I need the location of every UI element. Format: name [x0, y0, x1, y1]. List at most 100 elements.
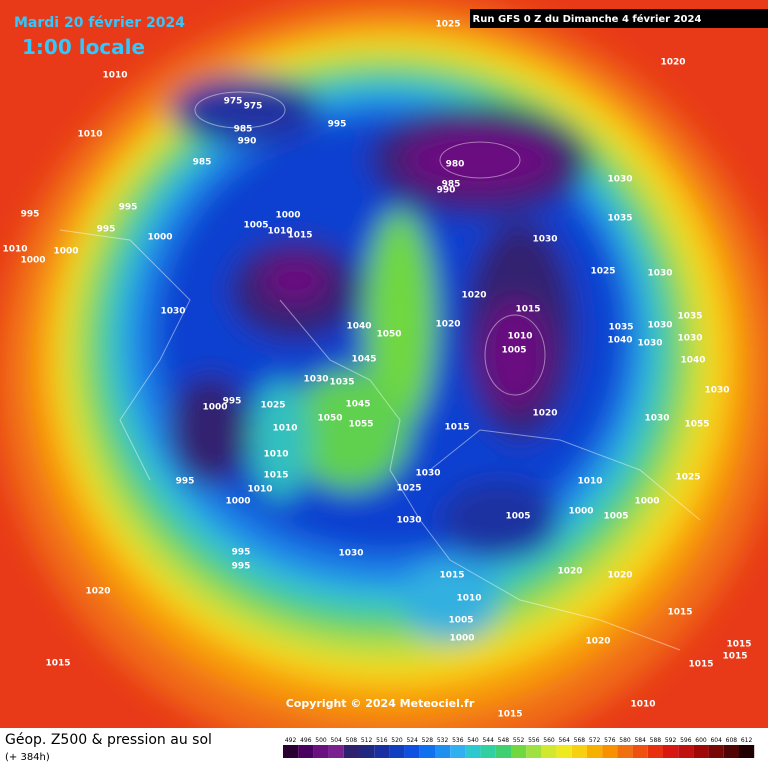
isobar-label: 1005 — [603, 512, 628, 522]
isobar-label: 1010 — [630, 700, 655, 710]
colorbar-label: 512 — [361, 737, 373, 744]
isobar-label: 1000 — [449, 634, 474, 644]
colorbar-swatch — [359, 745, 375, 758]
colorbar-swatch — [663, 745, 679, 758]
isobar-label: 1035 — [329, 378, 354, 388]
colorbar-swatch — [708, 745, 724, 758]
isobar-label: 1030 — [160, 307, 185, 317]
isobar-label: 1020 — [607, 571, 632, 581]
isobar-label: 1030 — [338, 549, 363, 559]
isobar-label: 1020 — [557, 567, 582, 577]
run-box — [470, 9, 768, 28]
copyright: Copyright © 2024 Meteociel.fr — [286, 697, 475, 710]
isobar-label: 1015 — [667, 608, 692, 618]
colorbar-label: 600 — [695, 737, 707, 744]
isobar-label: 1020 — [85, 587, 110, 597]
isobar-label: 1035 — [608, 323, 633, 333]
colorbar-swatch — [419, 745, 435, 758]
colorbar-swatch — [587, 745, 603, 758]
isobar-label: 1025 — [675, 473, 700, 483]
colorbar-label: 568 — [574, 737, 586, 744]
isobar-label: 995 — [328, 120, 347, 130]
coastlines — [59, 91, 701, 651]
colorbar-swatch — [556, 745, 572, 758]
isobar-label: 1025 — [396, 484, 421, 494]
isobar-label: 995 — [223, 397, 242, 407]
colorbar-swatch — [328, 745, 344, 758]
colorbar-label: 564 — [558, 737, 570, 744]
colorbar-swatch — [404, 745, 420, 758]
isobar-label: 995 — [232, 562, 251, 572]
colorbar-swatch — [571, 745, 587, 758]
colorbar-label: 524 — [406, 737, 418, 744]
isobar-label: 995 — [232, 548, 251, 558]
colorbar-label: 532 — [437, 737, 449, 744]
isobar-label: 1050 — [376, 330, 401, 340]
isobar-label: 1030 — [677, 334, 702, 344]
isobar-label: 1010 — [577, 477, 602, 487]
isobar-label: 1055 — [348, 420, 373, 430]
isobar-label: 1005 — [501, 346, 526, 356]
isobar-label: 1040 — [680, 356, 705, 366]
isobar-label: 1030 — [396, 516, 421, 526]
colorbar-label: 492 — [285, 737, 297, 744]
colorbar: 492 496 500 504 508 512 516 520 524 528 532 536 540 5… — [283, 737, 755, 758]
colorbar-label: 552 — [513, 737, 525, 744]
isobar-label: 1020 — [660, 58, 685, 68]
colorbar-label: 556 — [528, 737, 540, 744]
colorbar-label: 580 — [619, 737, 631, 744]
isobar-label: 1000 — [147, 233, 172, 243]
colorbar-label: 612 — [741, 737, 753, 744]
isobar-label: 975 — [244, 102, 263, 112]
isobar-label: 1005 — [243, 221, 268, 231]
isobar-label: 985 — [193, 158, 212, 168]
isobar-label: 975 — [224, 97, 243, 107]
isobar-label: 1015 — [439, 571, 464, 581]
colorbar-label: 608 — [726, 737, 738, 744]
isobar-label: 1045 — [345, 400, 370, 410]
colorbar-swatch — [298, 745, 314, 758]
colorbar-label: 548 — [498, 737, 510, 744]
colorbar-swatch — [511, 745, 527, 758]
isobar-label: 1030 — [607, 175, 632, 185]
colorbar-swatch — [602, 745, 618, 758]
colorbar-label: 536 — [452, 737, 464, 744]
isobar-label: 995 — [176, 477, 195, 487]
isobar-label: 980 — [446, 160, 465, 170]
colorbar-label: 496 — [300, 737, 312, 744]
colorbar-label: 528 — [422, 737, 434, 744]
colorbar-swatch — [313, 745, 329, 758]
colorbar-label: 572 — [589, 737, 601, 744]
isobar-label: 1030 — [647, 321, 672, 331]
isobar-label: 1000 — [20, 256, 45, 266]
colorbar-swatch — [678, 745, 694, 758]
isobar-label: 1030 — [647, 269, 672, 279]
isobar-label: 1000 — [53, 247, 78, 257]
isobar-label: 1020 — [532, 409, 557, 419]
colorbar-swatch — [526, 745, 542, 758]
colorbar-swatch — [480, 745, 496, 758]
colorbar-label: 584 — [634, 737, 646, 744]
isobar-label: 1010 — [507, 332, 532, 342]
colorbar-label: 544 — [482, 737, 494, 744]
footer-lead: (+ 384h) — [5, 752, 50, 763]
isobar-label: 1030 — [704, 386, 729, 396]
isobar-label: 1010 — [267, 227, 292, 237]
colorbar-label: 508 — [346, 737, 358, 744]
colorbar-label: 588 — [650, 737, 662, 744]
isobar-label: 1030 — [637, 339, 662, 349]
isobar-label: 995 — [97, 225, 116, 235]
isobar-label: 1040 — [346, 322, 371, 332]
footer-title: Géop. Z500 & pression au sol — [5, 732, 212, 748]
isobar-label: 1000 — [225, 497, 250, 507]
isobar-label: 1015 — [444, 423, 469, 433]
colorbar-swatch — [541, 745, 557, 758]
isobar-label: 1005 — [448, 616, 473, 626]
isobar-label: 1000 — [275, 211, 300, 221]
isobar-label: 1015 — [688, 660, 713, 670]
colorbar-swatch — [450, 745, 466, 758]
isobar-label: 1010 — [2, 245, 27, 255]
colorbar-label: 576 — [604, 737, 616, 744]
colorbar-swatch — [435, 745, 451, 758]
